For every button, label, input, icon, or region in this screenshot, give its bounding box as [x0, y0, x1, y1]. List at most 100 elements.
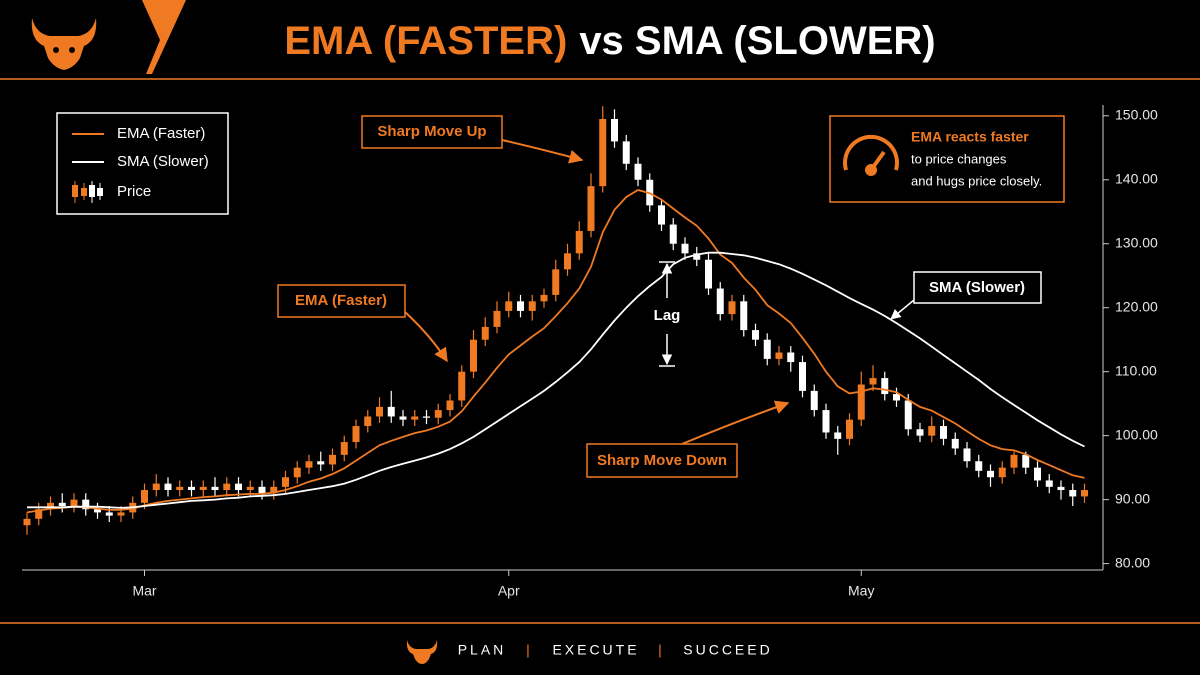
candle-body: [1057, 486, 1065, 491]
legend-box: [56, 112, 229, 215]
candle-body: [505, 301, 513, 311]
title-highlight: EMA (FASTER): [284, 19, 567, 63]
callout-text: Sharp Move Down: [597, 452, 727, 469]
candle-body: [376, 406, 383, 417]
x-tick-label: Apr: [498, 583, 520, 599]
candle-body: [199, 486, 207, 491]
callout-box: [361, 115, 503, 149]
callout-text: Sharp Move Up: [377, 123, 486, 140]
legend-label: EMA (Faster): [117, 125, 205, 142]
candle-body: [622, 141, 630, 164]
candle-body: [82, 499, 90, 510]
callout-arrow: [501, 139, 584, 164]
y-tick-label: 90.00: [1115, 490, 1150, 506]
footer-item: SUCCEED: [683, 642, 772, 658]
y-tick-label: 140.00: [1115, 170, 1158, 186]
callout-arrow: [681, 400, 790, 445]
candle-body: [681, 243, 689, 254]
candle-body: [528, 301, 536, 311]
candle-body: [611, 118, 618, 142]
x-tick-label: May: [848, 583, 874, 599]
candle-body: [940, 426, 947, 439]
candle-body: [176, 486, 184, 491]
candle-body: [270, 486, 278, 494]
candle-body: [822, 410, 830, 433]
candle-body: [317, 461, 325, 465]
gauge-icon: [843, 134, 899, 176]
info-title: EMA reacts faster: [911, 129, 1029, 145]
candle-body: [1010, 454, 1018, 468]
candle-body: [470, 339, 477, 372]
footer-item: EXECUTE: [552, 642, 639, 658]
legend-swatch: [72, 185, 78, 197]
candle-body: [23, 518, 31, 526]
candle-body: [246, 486, 254, 491]
callout-arrow: [404, 311, 448, 363]
candle-body: [916, 429, 924, 436]
footer-logo: [406, 640, 438, 664]
title-rest: vs SMA (SLOWER): [579, 19, 935, 63]
candle-body: [669, 224, 677, 244]
header-chevron: [122, 0, 186, 74]
candle-body: [1045, 480, 1053, 487]
candle-body: [693, 253, 701, 260]
legend: EMA (Faster) SMA (Slower) Price: [56, 112, 229, 215]
candle-body: [117, 512, 125, 516]
candle-body: [752, 330, 759, 340]
x-tick-label: Mar: [132, 583, 156, 599]
info-box: [829, 115, 1065, 203]
candle-body: [552, 269, 560, 295]
candle-body: [423, 416, 430, 418]
candle-body: [70, 499, 78, 507]
candle-body: [1081, 490, 1088, 497]
y-tick-label: 80.00: [1115, 554, 1150, 570]
candle-body: [975, 461, 983, 471]
y-tick-label: 150.00: [1115, 106, 1158, 122]
candle-body: [411, 416, 419, 420]
candle-body: [587, 186, 595, 231]
candle-body: [481, 326, 489, 340]
page-title: EMA (FASTER) vs SMA (SLOWER): [284, 19, 935, 63]
candle-body: [1034, 467, 1041, 481]
candle-body: [799, 362, 806, 391]
candle-body: [881, 378, 889, 395]
candle-body: [58, 502, 66, 507]
candle-body: [987, 470, 994, 478]
footer-item: PLAN: [458, 642, 507, 658]
candle-body: [951, 438, 959, 449]
candle-body: [35, 509, 43, 519]
candle-body: [810, 390, 818, 411]
candle-body: [458, 371, 466, 401]
footer-separator: |: [526, 642, 530, 658]
callout-text: SMA (Slower): [929, 279, 1025, 296]
candle-body: [94, 509, 101, 513]
footer-separator: |: [658, 642, 662, 658]
candle-body: [305, 461, 313, 468]
candle-body: [869, 378, 877, 385]
candle-body: [857, 384, 865, 420]
candle-body: [564, 253, 571, 270]
lag-label: Lag: [654, 307, 681, 324]
candle-body: [540, 294, 548, 302]
candle-body: [728, 301, 736, 315]
info-line: and hugs price closely.: [911, 173, 1042, 188]
candle-body: [517, 301, 524, 311]
candle-body: [634, 163, 642, 180]
legend-label: SMA (Slower): [117, 153, 209, 170]
candle-body: [740, 301, 748, 331]
logo: [31, 18, 97, 70]
candle-body: [399, 416, 407, 420]
candle-body: [846, 419, 853, 439]
candle-body: [235, 483, 242, 491]
candle-body: [352, 426, 360, 443]
candle-body: [599, 118, 607, 187]
callout-arrow: [890, 299, 915, 320]
y-tick-label: 100.00: [1115, 426, 1158, 442]
candle-body: [364, 416, 372, 427]
candle-body: [164, 483, 172, 491]
candle-body: [211, 486, 219, 491]
candle-body: [446, 400, 454, 411]
candle-body: [775, 352, 783, 359]
candle-body: [387, 406, 395, 417]
